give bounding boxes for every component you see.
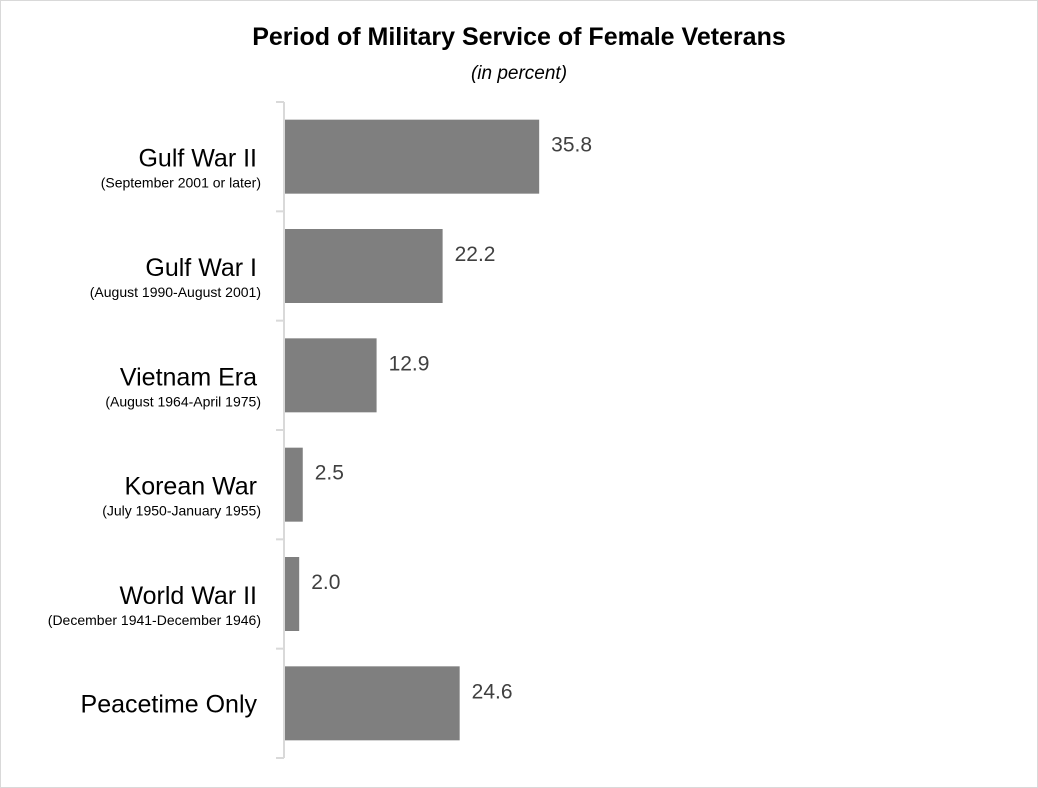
bar: [285, 447, 303, 522]
data-label: 22.2: [455, 243, 496, 266]
category-sublabel: (August 1990-August 2001): [90, 284, 261, 300]
category-label: World War II: [119, 582, 257, 610]
bar: [285, 229, 443, 303]
data-label: 2.5: [315, 462, 344, 485]
chart-title: Period of Military Service of Female Vet…: [252, 23, 786, 51]
chart-subtitle: (in percent): [470, 63, 568, 84]
category-sublabel: (September 2001 or later): [101, 175, 261, 191]
data-label: 2.0: [311, 571, 340, 594]
category-label: Gulf War II: [138, 145, 257, 173]
data-label: 12.9: [389, 352, 430, 375]
bar: [285, 119, 540, 194]
category-label: Peacetime Only: [81, 690, 258, 718]
bar: [285, 666, 460, 741]
bar: [285, 338, 377, 413]
category-sublabel: (December 1941-December 1946): [48, 612, 261, 628]
category-label: Korean War: [125, 473, 257, 501]
category-label: Vietnam Era: [120, 363, 257, 391]
data-label: 24.6: [472, 680, 513, 703]
data-label: 35.8: [551, 134, 592, 157]
category-sublabel: (July 1950-January 1955): [102, 503, 261, 519]
bar: [285, 557, 300, 631]
category-label: Gulf War I: [145, 254, 257, 282]
category-sublabel: (August 1964-April 1975): [105, 393, 261, 409]
